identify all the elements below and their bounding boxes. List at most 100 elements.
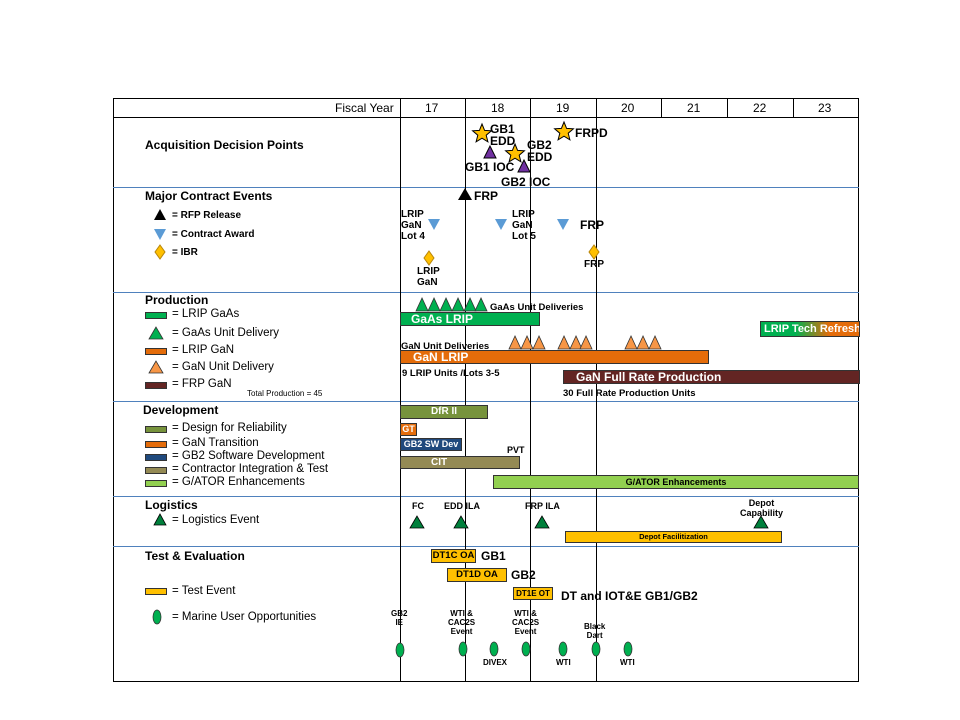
pvt-label: PVT [507,445,525,455]
gt-legend-label: = GaN Transition [172,437,259,449]
dt1e-bar: DT1E OT [513,587,553,600]
gaas-delivery-legend-label: = GaAs Unit Delivery [172,327,280,339]
rfp-legend-triangle [154,209,166,220]
lrip-gan-ibr-diamond [423,250,435,266]
section-divider [113,187,859,188]
ibr-legend-label: = IBR [172,247,198,258]
frpd-label: FRPD [575,126,608,140]
frp-award-label: FRP [580,218,604,232]
gb2-ioc-triangle [517,158,531,173]
lrip-gaas-swatch [145,312,167,319]
test-title: Test & Evaluation [145,549,245,563]
frp-units-label: 30 Full Rate Production Units [563,388,696,399]
gan-delivery-legend-label: = GaN Unit Delivery [172,361,274,373]
frp-rfp-triangle [458,188,472,200]
marine-event-label: GB2 IE [391,609,408,627]
depot-facilitization-bar: Depot Facilitization [565,531,782,543]
year-divider [465,98,466,682]
year-21: 21 [687,101,701,115]
year-22: 22 [753,101,767,115]
marine-legend-label: = Marine User Opportunities [172,611,317,623]
gan-frp-bar: GaN Full Rate Production [563,370,860,384]
edd-ila-triangle [453,515,469,529]
gt-swatch [145,441,167,448]
frp-gan-legend-label: = FRP GaN [172,378,232,390]
dfr-legend-label: = Design for Reliability [172,422,287,434]
award-legend-triangle [154,229,166,240]
acquisition-title: Acquisition Decision Points [145,138,304,152]
production-title: Production [145,293,209,307]
gan-lrip-bar: GaN LRIP [400,350,709,364]
year-23: 23 [818,101,832,115]
frp-ibr-label: FRP [584,259,604,270]
logistics-legend-label: = Logistics Event [172,514,260,526]
year-19: 19 [556,101,570,115]
dt1c-bar: DT1C OA [431,549,476,563]
dfr-bar: DfR II [400,405,488,419]
lot5-award-triangle [495,219,507,230]
rfp-legend-label: = RFP Release [172,210,242,221]
marine-user-ovals [395,641,633,658]
depot-capability-label: Depot Capability [740,498,784,518]
frp-ila-triangle [534,515,550,529]
sw-dev-swatch [145,454,167,461]
frpd-star [553,120,575,141]
logistics-title: Logistics [145,498,198,512]
lrip-gaas-legend-label: = LRIP GaAs [172,308,240,320]
year-divider [727,98,728,118]
section-divider [113,496,859,497]
year-divider [661,98,662,118]
award-legend-label: = Contract Award [172,229,255,240]
contract-title: Major Contract Events [145,189,273,203]
gator-swatch [145,480,167,487]
lrip-lot4-label: LRIP GaN Lot 4 [401,209,425,242]
marine-event-label: WTI [620,658,635,667]
gb2-ioc-label: GB2 IOC [501,175,551,189]
schedule-frame [113,98,859,682]
fiscal-year-label: Fiscal Year [335,101,394,115]
gt-bar: GT [400,423,417,436]
year-18: 18 [491,101,505,115]
header-divider [113,117,859,118]
gb2-edd-star [504,142,526,163]
test-event-legend-label: = Test Event [172,585,236,597]
gan-delivery-triangles [508,335,662,350]
marine-event-label: DIVEX [483,658,508,667]
year-divider [793,98,794,118]
cit-swatch [145,467,167,474]
gaas-delivery-triangles [415,297,488,312]
marine-event-label: Black Dart [584,622,606,640]
cit-bar: CIT [400,456,520,469]
total-production: Total Production = 45 [247,389,323,398]
gb2-edd-label: GB2 EDD [527,138,553,164]
marine-event-label: WTI & CAC2S Event [512,609,540,636]
lrip-lot5-label: LRIP GaN Lot 5 [512,209,536,242]
ibr-legend-diamond [154,244,166,260]
frp-rfp-label: FRP [474,189,498,203]
fc-label: FC [412,501,424,511]
frp-ibr-diamond [588,244,600,260]
section-divider [113,401,859,402]
lot4-award-triangle [428,219,440,230]
gator-bar: G/ATOR Enhancements [493,475,859,489]
gan-delivery-legend-triangle [148,360,164,374]
marine-legend-oval [152,609,162,625]
gb1-ioc-triangle [483,144,497,159]
iote-label: DT and IOT&E GB1/GB2 [561,589,698,603]
gaas-lrip-bar: GaAs LRIP [400,312,540,326]
year-17: 17 [425,101,439,115]
gaas-delivery-legend-triangle [148,326,164,340]
development-title: Development [143,403,219,417]
marine-event-label: WTI [556,658,571,667]
lrip-gan-ibr-label: LRIP GaN [417,266,440,288]
year-20: 20 [621,101,635,115]
fc-triangle [409,515,425,529]
dfr-swatch [145,426,167,433]
gb2-test-label: GB2 [511,568,536,582]
gb1-ioc-label: GB1 IOC [465,160,515,174]
sw-dev-legend-label: = GB2 Software Development [172,450,325,462]
frp-gan-swatch [145,382,167,389]
year-divider [530,98,531,682]
dt1d-bar: DT1D OA [447,568,507,582]
